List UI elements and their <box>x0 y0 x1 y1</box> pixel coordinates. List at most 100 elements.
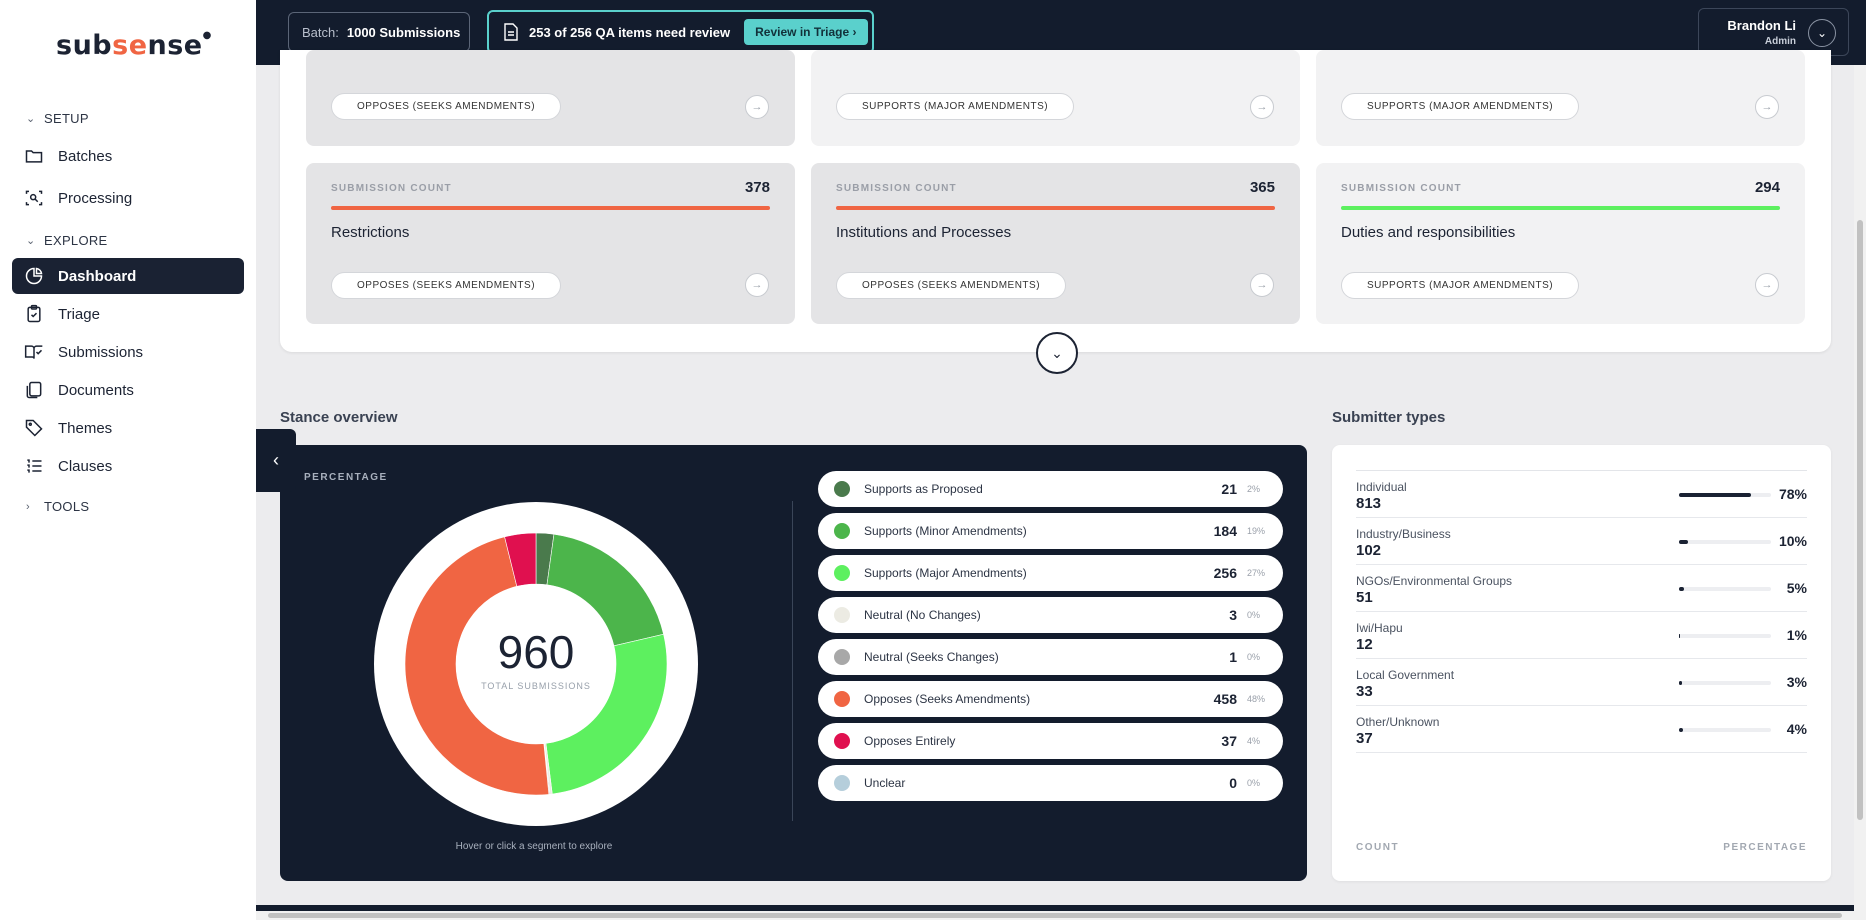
expand-cards-button[interactable]: ⌄ <box>1036 332 1078 374</box>
pie-chart-icon <box>25 267 43 285</box>
legend-count: 0 <box>1229 775 1237 791</box>
legend-item[interactable]: Opposes (Seeks Amendments) 458 48% <box>818 681 1283 717</box>
legend-percent: 2% <box>1247 484 1261 494</box>
sidebar-item-processing[interactable]: Processing <box>12 180 244 216</box>
theme-card-restrictions[interactable]: SUBMISSION COUNT 378 Restrictions OPPOSE… <box>306 163 795 324</box>
theme-card-duties[interactable]: SUBMISSION COUNT 294 Duties and responsi… <box>1316 163 1805 324</box>
submitter-type-bar-fill <box>1679 634 1681 638</box>
submitter-type-bar-fill <box>1679 681 1682 685</box>
legend-item[interactable]: Supports (Major Amendments) 256 27% <box>818 555 1283 591</box>
theme-card[interactable]: SUPPORTS (MAJOR AMENDMENTS) → <box>1316 50 1805 146</box>
theme-bar <box>331 206 770 210</box>
legend-item[interactable]: Opposes Entirely 37 4% <box>818 723 1283 759</box>
theme-card-institutions[interactable]: SUBMISSION COUNT 365 Institutions and Pr… <box>811 163 1300 324</box>
nav-section-label: EXPLORE <box>44 233 108 248</box>
legend-color-dot <box>834 691 850 707</box>
scrollbar-thumb[interactable] <box>1857 220 1863 820</box>
legend-item[interactable]: Unclear 0 0% <box>818 765 1283 801</box>
submitter-type-bar <box>1679 681 1771 685</box>
tag-icon <box>25 419 43 437</box>
legend-item[interactable]: Neutral (Seeks Changes) 1 0% <box>818 639 1283 675</box>
arrow-right-icon[interactable]: → <box>745 273 769 297</box>
legend-item[interactable]: Neutral (No Changes) 3 0% <box>818 597 1283 633</box>
submitter-type-bar-fill <box>1679 493 1751 497</box>
theme-card[interactable]: OPPOSES (SEEKS AMENDMENTS) → <box>306 50 795 146</box>
submitter-type-name: NGOs/Environmental Groups <box>1356 574 1513 588</box>
submitter-type-count: 12 <box>1356 636 1373 653</box>
sidebar-item-label: Batches <box>58 147 113 165</box>
vertical-scrollbar[interactable] <box>1854 65 1866 920</box>
theme-card[interactable]: SUPPORTS (MAJOR AMENDMENTS) → <box>811 50 1300 146</box>
user-role: Admin <box>1764 36 1796 47</box>
submitter-type-bar-fill <box>1679 587 1684 591</box>
review-in-triage-button[interactable]: Review in Triage › <box>744 19 868 45</box>
legend-percent: 19% <box>1247 526 1266 536</box>
nav-section-explore[interactable]: ⌄ EXPLORE <box>26 233 108 248</box>
sidebar-item-label: Dashboard <box>58 267 137 285</box>
count-value: 378 <box>744 179 770 196</box>
chevron-down-icon[interactable]: ⌄ <box>1808 19 1836 47</box>
collapse-sidebar-button[interactable]: ‹ <box>256 429 296 492</box>
submitter-row[interactable]: Iwi/Hapu 12 1% <box>1356 612 1807 659</box>
legend-color-dot <box>834 481 850 497</box>
legend-count: 256 <box>1213 565 1237 581</box>
submitter-row[interactable]: Industry/Business 102 10% <box>1356 518 1807 565</box>
arrow-right-icon[interactable]: → <box>1250 273 1274 297</box>
stance-pill: OPPOSES (SEEKS AMENDMENTS) <box>331 93 562 120</box>
submitter-type-percent: 3% <box>1786 674 1807 690</box>
legend-count: 37 <box>1221 733 1237 749</box>
legend-percent: 0% <box>1247 652 1261 662</box>
sidebar-item-submissions[interactable]: Submissions <box>12 334 244 370</box>
arrow-right-icon[interactable]: → <box>1250 95 1274 119</box>
chevron-left-icon: ‹ <box>273 450 279 470</box>
submitter-type-count: 813 <box>1356 495 1382 512</box>
arrow-right-icon[interactable]: → <box>1755 95 1779 119</box>
submitter-types-title: Submitter types <box>1332 409 1446 426</box>
list-ordered-icon <box>27 459 42 473</box>
batch-selector[interactable]: Batch: 1000 Submissions <box>288 12 470 52</box>
user-menu[interactable]: Brandon Li Admin ⌄ <box>1698 8 1849 56</box>
sidebar-item-batches[interactable]: Batches <box>12 138 244 174</box>
legend-label: Neutral (No Changes) <box>864 608 981 622</box>
legend-item[interactable]: Supports (Minor Amendments) 184 19% <box>818 513 1283 549</box>
legend-item[interactable]: Supports as Proposed 21 2% <box>818 471 1283 507</box>
legend-color-dot <box>834 565 850 581</box>
book-open-check-icon <box>24 345 43 359</box>
legend-label: Supports as Proposed <box>864 482 983 496</box>
legend-color-dot <box>834 607 850 623</box>
sidebar-item-clauses[interactable]: Clauses <box>12 448 244 484</box>
legend-percent: 48% <box>1247 694 1266 704</box>
app-logo[interactable]: subsense● <box>56 30 212 61</box>
nav-section-setup[interactable]: ⌄ SETUP <box>26 111 89 126</box>
nav-section-tools[interactable]: › TOOLS <box>26 499 89 514</box>
sidebar-item-themes[interactable]: Themes <box>12 410 244 446</box>
scrollbar-thumb[interactable] <box>268 913 1842 918</box>
legend-label: Opposes Entirely <box>864 734 956 748</box>
legend-label: Unclear <box>864 776 906 790</box>
submitter-row[interactable]: Other/Unknown 37 4% <box>1356 706 1807 753</box>
submitter-row[interactable]: Local Government 33 3% <box>1356 659 1807 706</box>
horizontal-scrollbar[interactable] <box>256 911 1854 920</box>
submitter-type-count: 51 <box>1356 589 1373 606</box>
sidebar-item-triage[interactable]: Triage <box>12 296 244 332</box>
logo-text-1: sub <box>56 30 113 61</box>
sidebar-item-label: Submissions <box>58 343 144 361</box>
arrow-right-icon[interactable]: → <box>1755 273 1779 297</box>
chevron-down-icon: ⌄ <box>1051 344 1063 361</box>
legend-label: Supports (Minor Amendments) <box>864 524 1027 538</box>
submitter-type-name: Individual <box>1356 480 1407 494</box>
legend-count: 3 <box>1229 607 1237 623</box>
bottom-edge <box>256 905 1854 911</box>
sidebar-item-dashboard[interactable]: Dashboard <box>12 258 244 294</box>
sidebar-item-documents[interactable]: Documents <box>12 372 244 408</box>
batch-value: 1000 Submissions <box>346 24 461 40</box>
submitter-row[interactable]: Individual 813 78% <box>1356 471 1807 518</box>
submitter-type-bar <box>1679 728 1771 732</box>
legend-count: 1 <box>1229 649 1237 665</box>
stance-donut-chart[interactable] <box>372 500 700 828</box>
submitter-type-percent: 5% <box>1786 580 1807 596</box>
sidebar-item-label: Clauses <box>58 457 113 475</box>
submitter-row[interactable]: NGOs/Environmental Groups 51 5% <box>1356 565 1807 612</box>
stance-pill: OPPOSES (SEEKS AMENDMENTS) <box>331 272 562 299</box>
arrow-right-icon[interactable]: → <box>745 95 769 119</box>
